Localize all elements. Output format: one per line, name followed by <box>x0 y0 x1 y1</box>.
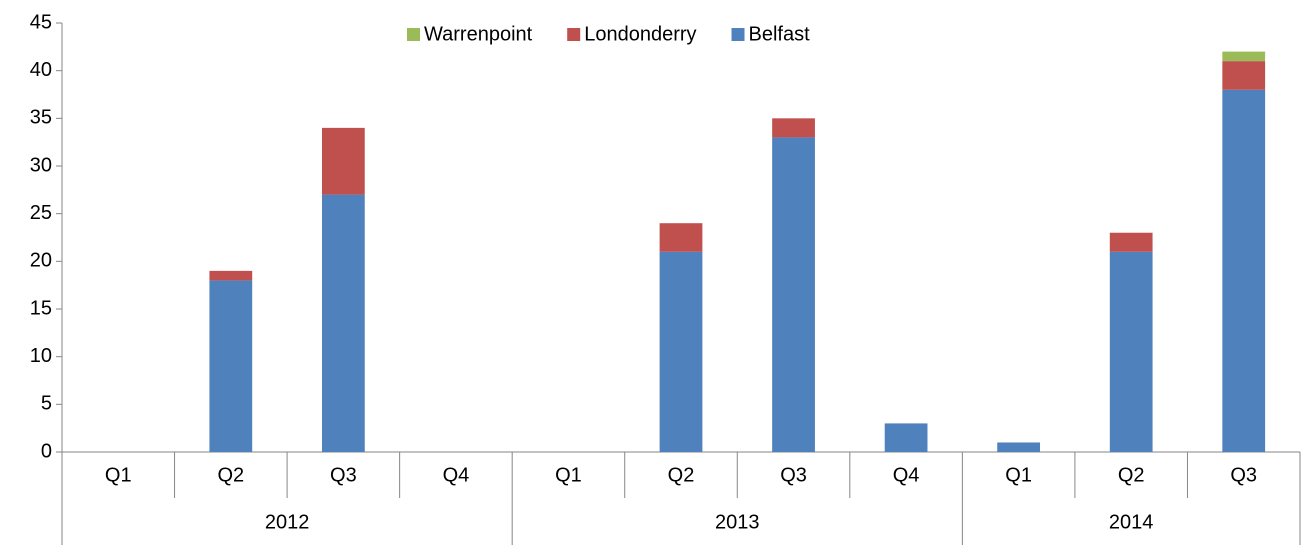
bar-segment <box>1109 251 1153 452</box>
bar-segment <box>884 423 928 452</box>
bar-segment <box>659 251 703 452</box>
bar-segment <box>1109 232 1153 252</box>
y-tick-label: 45 <box>30 11 52 33</box>
legend-label: Londonderry <box>584 23 696 45</box>
x-tick-label: Q4 <box>443 464 470 486</box>
x-tick-label: Q1 <box>105 464 132 486</box>
x-tick-label: Q1 <box>555 464 582 486</box>
x-tick-label: Q1 <box>1005 464 1032 486</box>
bar-segment <box>321 194 365 452</box>
group-label: 2013 <box>715 511 760 533</box>
legend-swatch <box>567 28 581 41</box>
x-tick-label: Q3 <box>780 464 807 486</box>
legend-swatch <box>731 28 745 41</box>
x-tick-label: Q4 <box>893 464 920 486</box>
bar-segment <box>321 127 365 195</box>
y-tick-label: 30 <box>30 154 52 176</box>
y-tick-label: 40 <box>30 59 52 81</box>
x-tick-label: Q3 <box>330 464 357 486</box>
x-tick-label: Q2 <box>1118 464 1145 486</box>
y-tick-label: 20 <box>30 250 52 272</box>
bar-segment <box>209 270 253 281</box>
y-tick-label: 15 <box>30 297 52 319</box>
y-tick-label: 35 <box>30 107 52 129</box>
bar-segment <box>1222 51 1266 62</box>
legend-label: Warrenpoint <box>424 23 533 45</box>
legend-label: Belfast <box>749 23 811 45</box>
bar-segment <box>772 137 815 452</box>
x-tick-label: Q3 <box>1230 464 1257 486</box>
x-tick-label: Q2 <box>668 464 695 486</box>
y-tick-label: 25 <box>30 202 52 224</box>
group-label: 2014 <box>1109 511 1154 533</box>
legend-swatch <box>407 28 420 41</box>
y-tick-label: 0 <box>41 440 52 462</box>
bar-segment <box>659 223 703 252</box>
y-tick-label: 10 <box>30 345 52 367</box>
bar-segment <box>1222 61 1266 90</box>
y-tick-label: 5 <box>41 393 52 415</box>
bar-segment <box>1222 89 1266 452</box>
bar-segment <box>997 442 1041 452</box>
bar-segment <box>209 280 253 452</box>
bar-segment <box>772 118 815 138</box>
x-tick-label: Q2 <box>217 464 244 486</box>
group-label: 2012 <box>265 511 310 533</box>
